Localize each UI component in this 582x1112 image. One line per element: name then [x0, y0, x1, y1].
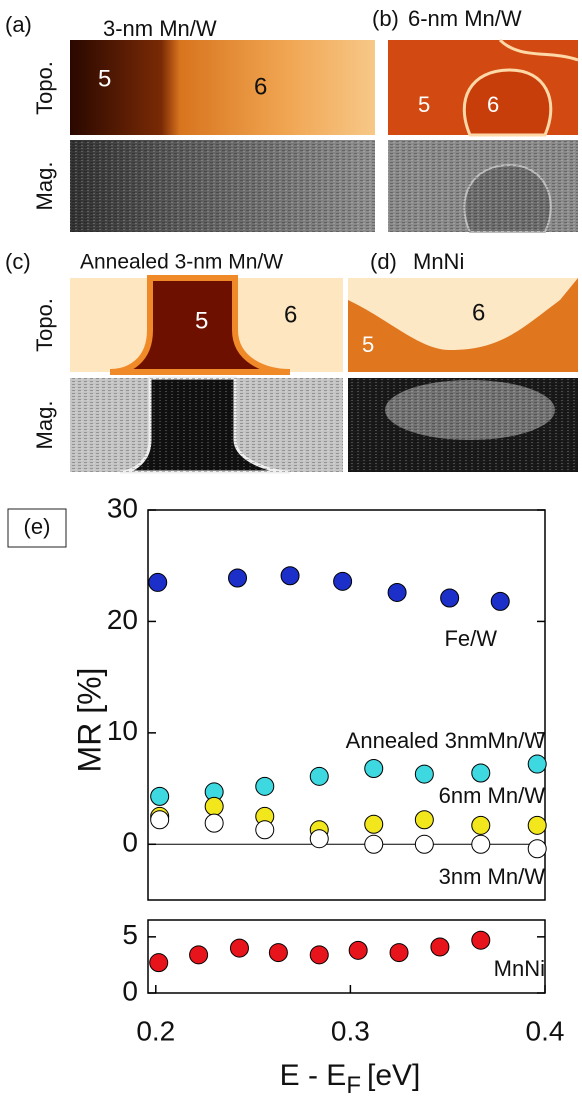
panel-label-box	[7, 508, 67, 548]
image-d	[348, 278, 578, 472]
image-number: 5	[418, 92, 430, 117]
marker	[527, 815, 547, 835]
marker	[204, 813, 224, 833]
marker	[364, 814, 384, 834]
image-number: 5	[362, 332, 374, 357]
y-axis-label: MR [%]	[71, 668, 107, 773]
panel-title: Annealed 3-nm Mn/W	[80, 251, 283, 274]
marker	[471, 930, 491, 950]
x-tick-label: 0.3	[331, 1015, 370, 1046]
marker	[471, 834, 491, 854]
x-label-unit: [eV]	[367, 1059, 420, 1092]
x-tick-label: 0.2	[136, 1015, 175, 1046]
series-label: Fe/W	[444, 626, 497, 651]
plot-frame	[147, 919, 546, 994]
y-tick-label: 0	[122, 827, 138, 858]
marker	[490, 591, 510, 611]
marker	[471, 815, 491, 835]
marker	[389, 943, 409, 963]
panel-label: (c)	[5, 249, 31, 274]
y-tick-label: 10	[107, 715, 138, 746]
image-number: 6	[472, 299, 485, 326]
row-label: Mag.	[32, 401, 57, 450]
panel-label: (b)	[372, 6, 399, 31]
series-label: 3nm Mn/W	[439, 864, 546, 889]
marker	[309, 766, 329, 786]
marker	[414, 810, 434, 830]
marker	[309, 945, 329, 965]
image-number: 5	[195, 307, 208, 334]
marker	[527, 839, 547, 859]
panel-title: 6-nm Mn/W	[408, 6, 522, 31]
marker	[309, 829, 329, 849]
y-tick-label: 20	[107, 604, 138, 635]
panel-label: (d)	[370, 249, 397, 274]
series-label: Annealed 3nmMn/W	[346, 728, 546, 753]
marker	[280, 566, 300, 586]
marker	[430, 937, 450, 957]
panel-label: (e)	[24, 514, 51, 539]
image-number: 5	[98, 65, 111, 92]
marker	[333, 571, 353, 591]
marker	[148, 572, 168, 592]
series-label: MnNi	[494, 956, 545, 981]
marker	[387, 582, 407, 602]
marker	[228, 568, 248, 588]
marker	[189, 945, 209, 965]
image-c	[70, 275, 343, 474]
marker	[204, 796, 224, 816]
row-label: Mag.	[32, 162, 57, 211]
marker	[268, 943, 288, 963]
y-tick-label: 0	[122, 975, 138, 1006]
marker	[348, 940, 368, 960]
panel-title: MnNi	[413, 249, 464, 274]
marker	[150, 786, 170, 806]
image-number: 6	[284, 301, 297, 328]
marker	[255, 820, 275, 840]
marker	[149, 953, 169, 973]
marker	[414, 834, 434, 854]
y-tick-label: 5	[122, 919, 138, 950]
panel-title: 3-nm Mn/W	[103, 16, 217, 41]
x-tick-label: 0.4	[526, 1015, 565, 1046]
series-label: 6nm Mn/W	[439, 783, 546, 808]
plot-frame	[147, 509, 546, 901]
row-label: Topo.	[32, 298, 57, 352]
image-b	[388, 38, 579, 233]
marker	[471, 763, 491, 783]
row-label: Topo.	[32, 61, 57, 115]
x-axis-label: E - EF [eV]	[280, 1059, 421, 1099]
image-number: 6	[254, 73, 267, 100]
x-label-main: E - E	[280, 1059, 347, 1092]
marker	[364, 834, 384, 854]
y-tick-label: 30	[107, 492, 138, 523]
marker	[364, 759, 384, 779]
marker	[229, 938, 249, 958]
image-a	[70, 40, 375, 232]
marker	[527, 754, 547, 774]
marker	[255, 776, 275, 796]
marker	[414, 764, 434, 784]
marker	[440, 588, 460, 608]
x-label-sub: F	[346, 1072, 361, 1099]
panel-label: (a)	[5, 12, 32, 37]
image-number: 6	[487, 92, 499, 117]
marker	[150, 810, 170, 830]
